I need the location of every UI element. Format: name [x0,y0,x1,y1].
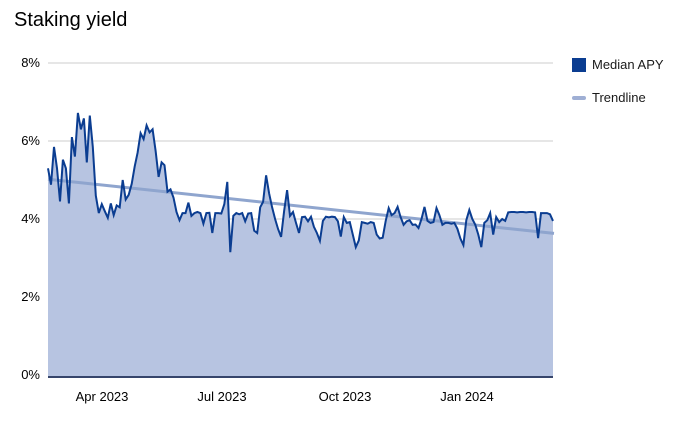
x-axis-tick-label: Jan 2024 [440,389,494,404]
y-axis-tick-label: 2% [21,289,40,304]
trendline-swatch-icon [572,95,586,100]
chart-legend: Median APY Trendline [572,54,664,120]
y-axis-tick-label: 0% [21,367,40,382]
x-axis-tick-label: Apr 2023 [75,389,129,404]
chart-title: Staking yield [14,9,128,31]
legend-label-median-apy: Median APY [592,57,664,72]
legend-label-trendline: Trendline [592,90,646,105]
y-axis-tick-label: 8% [21,55,40,70]
x-axis-tick-label: Oct 2023 [318,389,372,404]
y-axis-tick-label: 6% [21,133,40,148]
legend-item-median-apy: Median APY [572,54,664,75]
legend-item-trendline: Trendline [572,87,664,108]
median-apy-swatch-icon [572,57,586,72]
x-axis-tick-label: Jul 2023 [197,389,247,404]
y-axis-tick-label: 4% [21,211,40,226]
